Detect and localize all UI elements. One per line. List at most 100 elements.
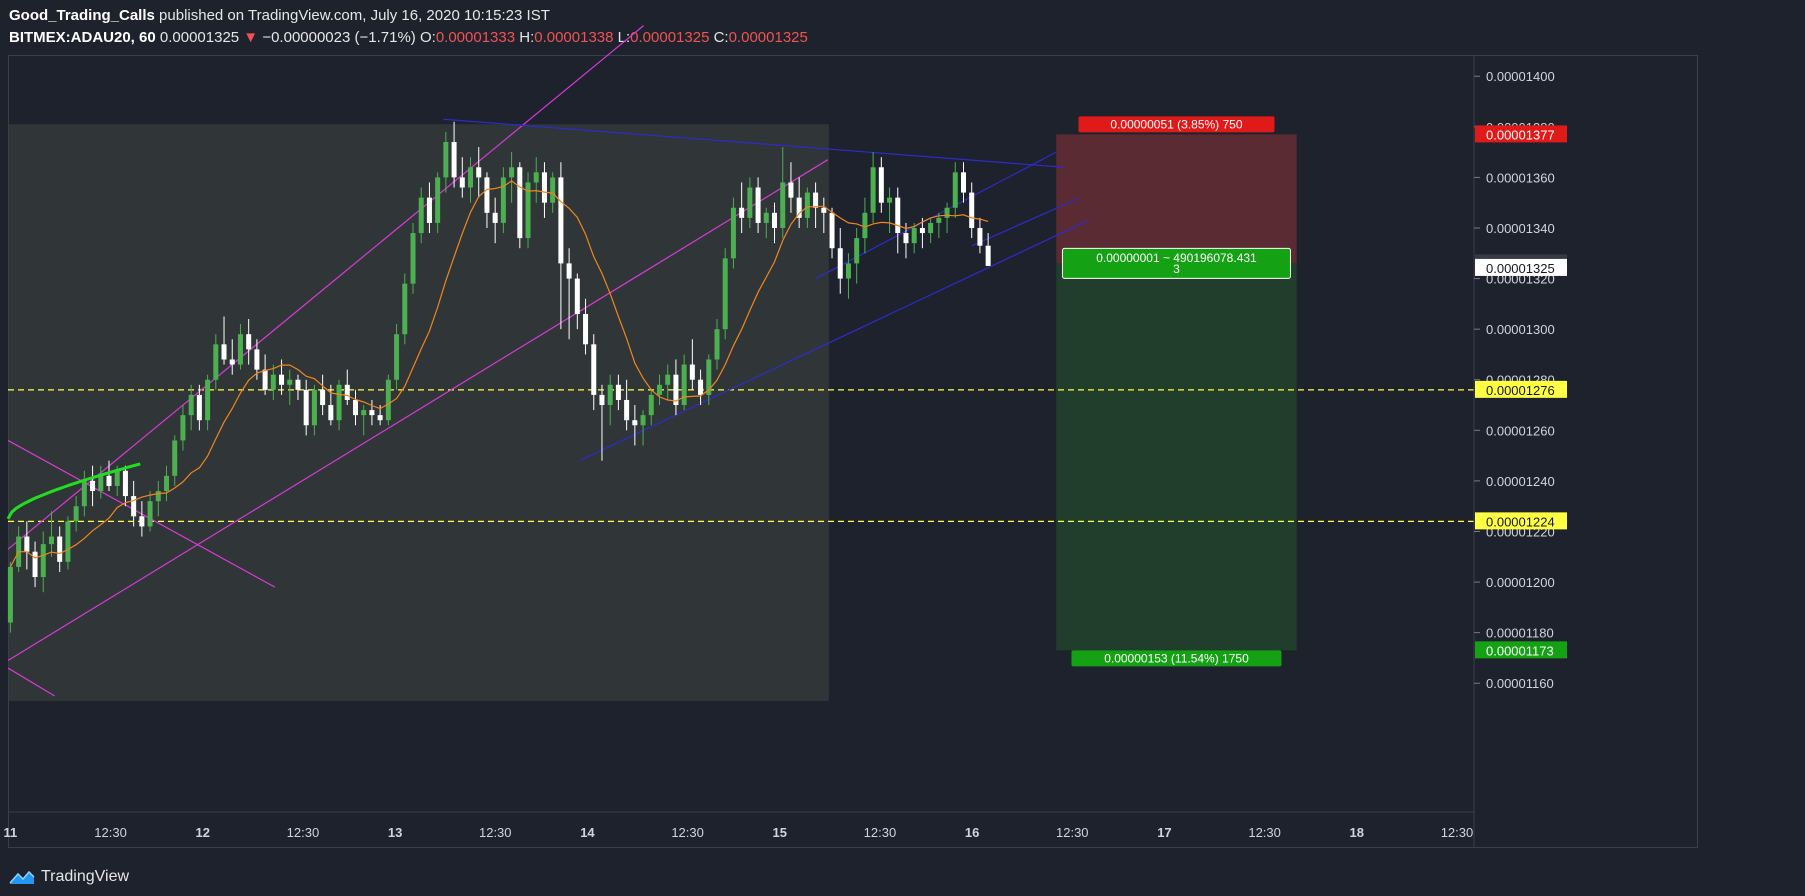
candle-body	[500, 177, 506, 223]
candle-body	[279, 374, 285, 385]
stop-loss-zone	[1056, 134, 1297, 264]
author-name[interactable]: Good_Trading_Calls	[9, 7, 155, 24]
candle-body	[155, 491, 161, 502]
candle-body	[566, 263, 572, 279]
high-label: H:	[519, 29, 535, 46]
candle-body	[131, 496, 137, 517]
candle-body	[295, 379, 301, 390]
time-axis-label: 12:30	[287, 825, 320, 840]
level-price-tag	[1475, 512, 1567, 530]
candle-body	[854, 238, 860, 264]
candle-body	[262, 369, 268, 390]
time-axis-label: 12:30	[94, 825, 127, 840]
candle-body	[533, 172, 539, 183]
time-axis-label: 12:30	[1441, 825, 1474, 840]
candle-body	[706, 359, 712, 395]
candle-body	[969, 192, 975, 228]
candle-body	[574, 278, 580, 314]
candle-body	[81, 480, 87, 507]
chart-frame	[8, 55, 1698, 848]
time-axis-label: 16	[965, 825, 979, 840]
candle-body	[418, 197, 424, 234]
candle-body	[229, 359, 235, 365]
candle-body	[484, 177, 490, 213]
candle-body	[919, 227, 925, 234]
target-label-box	[1071, 650, 1282, 667]
candle-body	[213, 344, 219, 380]
price-tag-label: 0.00001325	[1486, 261, 1555, 276]
time-axis-label: 15	[773, 825, 787, 840]
candle-body	[328, 405, 334, 421]
time-axis-label: 17	[1157, 825, 1171, 840]
candle-body	[763, 212, 769, 223]
candle-body	[591, 344, 597, 395]
candle-body	[114, 470, 120, 486]
footer: TradingView	[9, 868, 129, 886]
candle-body	[435, 177, 441, 223]
candle-body	[648, 394, 654, 416]
level-price-label: 0.00001224	[1486, 514, 1555, 529]
entry-label-box	[1061, 247, 1291, 279]
level-price-label: 0.00001276	[1486, 383, 1555, 398]
candle-body	[952, 172, 958, 208]
candle-body	[870, 167, 876, 213]
candle-body	[402, 283, 408, 335]
time-axis-label: 12:30	[1248, 825, 1281, 840]
published-text: published on TradingView.com, July 16, 2…	[159, 7, 550, 24]
candle-body	[813, 192, 819, 208]
candle-body	[722, 258, 728, 330]
entry-label-text: 0.00000001 ~ 490196078.431	[1096, 251, 1257, 265]
price-tag-label: 0.00001173	[1486, 643, 1554, 658]
candle-body	[936, 217, 942, 223]
candle-body	[977, 227, 983, 246]
long-moving-average-line	[6, 462, 141, 520]
candle-body	[385, 379, 391, 421]
brand-label[interactable]: TradingView	[41, 868, 130, 885]
candle-body	[845, 263, 851, 279]
symbol-label[interactable]: BITMEX:ADAU20, 60	[9, 29, 156, 46]
candle-body	[443, 141, 449, 178]
candle-body	[944, 207, 950, 218]
candle-body	[903, 233, 909, 244]
candle-body	[895, 197, 901, 234]
candle-body	[558, 177, 564, 264]
candle-body	[755, 187, 761, 223]
candle-body	[164, 475, 170, 492]
price-change: −0.00000023 (−1.71%)	[262, 29, 416, 46]
candle-body	[714, 329, 720, 360]
candle-body	[730, 207, 736, 259]
candle-body	[837, 248, 843, 279]
candle-body	[237, 334, 243, 365]
candle-body	[928, 222, 934, 234]
time-axis-label: 12:30	[1056, 825, 1089, 840]
candle-body	[7, 566, 13, 623]
price-axis-label: 0.00001260	[1486, 423, 1555, 438]
candle-body	[887, 197, 893, 203]
candle-body	[90, 480, 96, 492]
candle-body	[780, 182, 786, 228]
candle-body	[960, 172, 966, 193]
candle-body	[180, 415, 186, 441]
candle-body	[739, 207, 745, 218]
candle-body	[821, 207, 827, 213]
candle-body	[476, 167, 482, 178]
time-axis-label: 12	[196, 825, 210, 840]
last-price: 0.00001325	[159, 29, 240, 46]
candle-body	[772, 212, 778, 228]
moving-average-line	[9, 180, 989, 568]
candle-body	[344, 384, 350, 400]
price-tag-target	[1475, 641, 1567, 659]
time-axis-label: 11	[4, 825, 18, 840]
candle-body	[509, 167, 515, 178]
candle-body	[640, 415, 646, 426]
candle-body	[377, 415, 383, 421]
time-axis-label: 13	[388, 825, 402, 840]
time-axis-label: 12:30	[479, 825, 512, 840]
candle-body	[796, 197, 802, 218]
change-down-icon: ▼	[243, 29, 259, 46]
candle-body	[122, 470, 128, 497]
candle-body	[583, 313, 589, 345]
candle-body	[689, 364, 695, 380]
time-axis-label: 12:30	[864, 825, 897, 840]
